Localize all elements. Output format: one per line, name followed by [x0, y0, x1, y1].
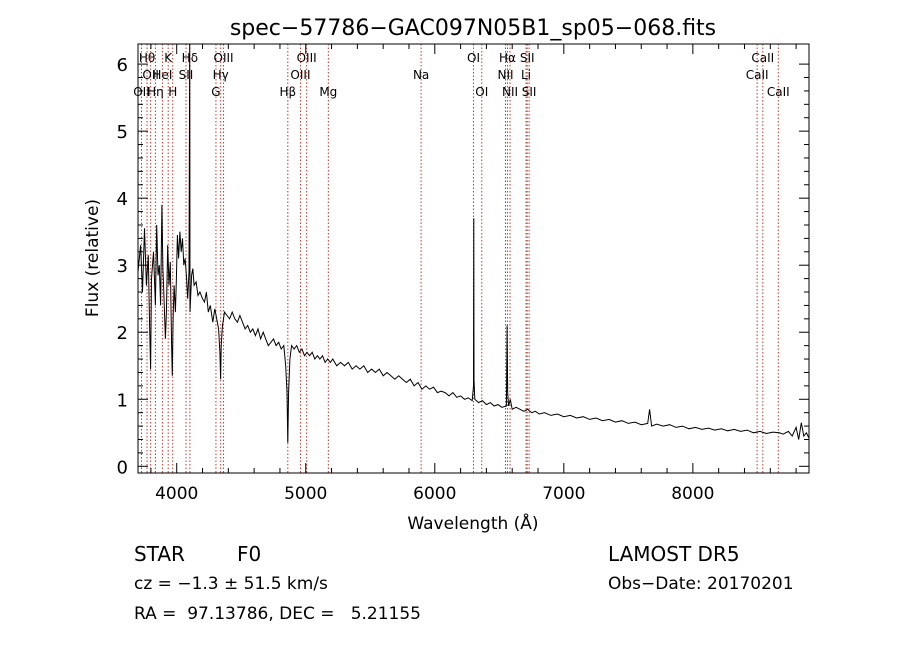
y-tick-label: 1	[117, 390, 128, 411]
x-axis-label: Wavelength (Å)	[407, 512, 538, 534]
reference-label: SII	[520, 51, 535, 65]
x-tick-label: 7000	[542, 484, 585, 504]
x-tick-label: 8000	[671, 484, 714, 504]
reference-label: CaII	[751, 51, 774, 65]
reference-label: OIII	[214, 51, 234, 65]
reference-label: SII	[179, 68, 194, 82]
reference-label: NII	[497, 68, 513, 82]
object-class-label: STAR	[134, 542, 185, 566]
reference-label: OII	[133, 85, 150, 99]
reference-label: Hβ	[279, 85, 296, 99]
reference-label: K	[164, 51, 173, 65]
subclass-label: F0	[237, 542, 261, 566]
chart-title: spec−57786−GAC097N05B1_sp05−068.fits	[230, 16, 716, 41]
reference-label: OII	[142, 68, 159, 82]
x-tick-label: 6000	[413, 484, 456, 504]
reference-label: Hγ	[213, 68, 229, 82]
spectrum-series-line	[137, 43, 810, 443]
coordinates-readout: RA = 97.13786, DEC = 5.21155	[134, 604, 421, 624]
reference-label: Hθ	[139, 51, 155, 65]
reference-label: CaII	[767, 85, 790, 99]
y-axis: 0 1 2 3 4 5 6	[117, 55, 809, 478]
reference-label: Mg	[319, 85, 337, 99]
cz-readout: cz = −1.3 ± 51.5 km/s	[134, 574, 328, 594]
y-axis-label: Flux (relative)	[83, 199, 103, 317]
reference-label: OI	[467, 51, 480, 65]
plot-frame	[137, 43, 810, 474]
reference-label: H	[168, 85, 177, 99]
reference-label: OIII	[290, 68, 310, 82]
reference-label: Na	[413, 68, 429, 82]
reference-label: CaII	[746, 68, 769, 82]
y-tick-label: 3	[117, 256, 128, 277]
y-tick-label: 6	[117, 55, 128, 76]
reference-label: Hα	[499, 51, 516, 65]
obs-date-readout: Obs−Date: 20170201	[608, 574, 794, 594]
reference-label: HeI	[152, 68, 172, 82]
reference-label: OIII	[297, 51, 317, 65]
reference-label: G	[211, 85, 220, 99]
reference-labels-group: OIIHθOIIHηHeIKHSIIHδGHγOIIIHβOIIIOIIIMgN…	[133, 51, 789, 99]
survey-label: LAMOST DR5	[608, 542, 740, 566]
reference-label: NII	[502, 85, 518, 99]
y-tick-label: 2	[117, 323, 128, 344]
reference-label: Hη	[147, 85, 164, 99]
x-tick-label: 4000	[155, 484, 198, 504]
reference-label: OI	[475, 85, 488, 99]
reference-label: Li	[521, 68, 531, 82]
reference-label: SII	[522, 85, 537, 99]
reference-lines-group	[140, 44, 779, 473]
y-tick-label: 4	[117, 189, 128, 210]
y-tick-label: 5	[117, 122, 128, 143]
y-tick-label: 0	[117, 457, 128, 478]
x-axis: 4000 5000 6000 7000 8000	[150, 44, 797, 504]
x-tick-label: 5000	[284, 484, 327, 504]
